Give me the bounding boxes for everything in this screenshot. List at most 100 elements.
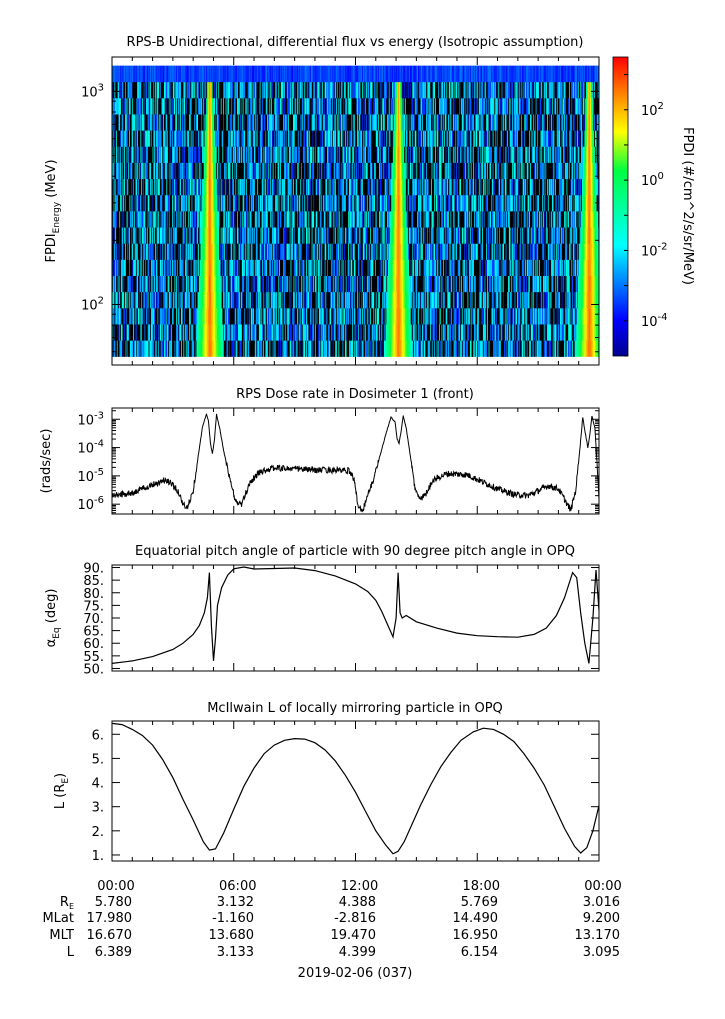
spectrogram-cell	[159, 259, 161, 277]
spectrogram-cell	[155, 324, 157, 341]
spectrogram-cell	[293, 114, 295, 131]
spectrogram-cell	[180, 291, 183, 309]
spectrogram-cell	[224, 162, 226, 180]
spectrogram-cell	[189, 162, 192, 180]
spectrogram-cell	[253, 162, 255, 180]
spectrogram-cell	[202, 146, 204, 163]
spectrogram-cell	[216, 130, 218, 147]
spectrogram-cell	[269, 178, 271, 196]
spectrogram-cell	[147, 114, 149, 131]
spectrogram-cell	[192, 308, 194, 325]
spectrogram-cell	[206, 194, 209, 212]
spectrogram-cell	[157, 162, 159, 180]
spectrogram-cell	[245, 114, 248, 131]
spectrogram-cell	[124, 162, 127, 180]
spectrogram-cell	[143, 162, 145, 180]
spectrogram-cell	[138, 340, 140, 357]
spectrogram-cell	[139, 227, 141, 244]
spectrogram-cell	[171, 227, 173, 244]
spectrogram-cell	[284, 114, 286, 131]
spectrogram-cell	[129, 291, 132, 309]
spectrogram-cell	[157, 275, 159, 293]
spectrogram-cell	[238, 146, 240, 163]
spectrogram-cell	[154, 114, 156, 131]
spectrogram-cell	[269, 308, 271, 325]
spectrogram-cell	[301, 324, 304, 341]
spectrogram-cell	[175, 259, 177, 277]
spectrogram-cell	[185, 211, 188, 228]
spectrogram-cell	[212, 65, 214, 83]
spectrogram-cell	[129, 146, 132, 163]
spectrogram-cell	[232, 81, 234, 99]
spectrogram-cell	[220, 211, 222, 228]
spectrogram-cell	[179, 211, 181, 228]
spectrogram-cell	[291, 308, 293, 325]
spectrogram-cell	[209, 259, 211, 277]
spectrogram-cell	[185, 227, 187, 244]
spectrogram-cell	[257, 211, 259, 228]
spectrogram-cell	[201, 308, 203, 325]
spectrogram-cell	[137, 227, 139, 244]
spectrogram-cell	[178, 146, 180, 163]
spectrogram-cell	[151, 275, 153, 293]
spectrogram-cell	[162, 114, 164, 131]
spectrogram-cell	[116, 178, 118, 196]
spectrogram-cell	[112, 308, 115, 325]
spectrogram-cell	[264, 243, 266, 260]
spectrogram-cell	[134, 308, 136, 325]
spectrogram-cell	[227, 227, 229, 244]
spectrogram-cell	[293, 291, 296, 309]
spectrogram-cell	[133, 130, 136, 147]
spectrogram-cell	[286, 81, 288, 99]
spectrogram-cell	[204, 324, 206, 341]
spectrogram-cell	[294, 275, 296, 293]
spectrogram-cell	[151, 227, 153, 244]
spectrogram-cell	[291, 65, 293, 83]
spectrogram-cell	[246, 291, 248, 309]
spectrogram-cell	[260, 291, 262, 309]
spectrogram-cell	[134, 340, 136, 357]
spectrogram-cell	[246, 98, 248, 115]
spectrogram-cell	[298, 194, 300, 212]
spectrogram-cell	[165, 98, 167, 115]
spectrogram-cell	[240, 291, 242, 309]
spectrogram-cell	[299, 98, 301, 115]
spectrogram-cell	[198, 340, 200, 357]
spectrogram-cell	[215, 81, 218, 99]
spectrogram-cell	[127, 340, 129, 357]
spectrogram-cell	[297, 162, 299, 180]
spectrogram-cell	[161, 81, 163, 99]
spectrogram-cell	[149, 130, 151, 147]
spectrogram-cell	[142, 98, 145, 115]
spectrogram-cell	[259, 98, 261, 115]
spectrogram-cell	[177, 259, 179, 277]
spectrogram-cell	[120, 146, 123, 163]
spectrogram-cell	[251, 178, 253, 196]
spectrogram-cell	[224, 130, 226, 147]
spectrogram-cell	[251, 146, 253, 163]
spectrogram-cell	[203, 227, 205, 244]
spectrogram-cell	[158, 81, 160, 99]
spectrogram-cell	[150, 308, 152, 325]
spectrogram-cell	[267, 178, 270, 196]
spectrogram-cell	[146, 291, 148, 309]
spectrogram-cell	[278, 65, 280, 83]
spectrogram-cell	[275, 146, 278, 163]
spectrogram-cell	[205, 98, 207, 115]
spectrogram-cell	[161, 308, 163, 325]
spectrogram-cell	[240, 211, 242, 228]
spectrogram-cell	[256, 211, 258, 228]
spectrogram-cell	[198, 162, 200, 180]
spectrogram-cell	[163, 81, 166, 99]
spectrogram-cell	[217, 324, 219, 341]
spectrogram-cell	[213, 291, 215, 309]
spectrogram-cell	[219, 211, 222, 228]
spectrogram-cell	[212, 243, 214, 260]
spectrogram-cell	[225, 194, 227, 212]
spectrogram-cell	[197, 81, 199, 99]
spectrogram-cell	[174, 98, 176, 115]
spectrogram-cell	[266, 114, 268, 131]
spectrogram-cell	[165, 146, 167, 163]
spectrogram-cell	[200, 130, 202, 147]
spectrogram-cell	[291, 194, 293, 212]
